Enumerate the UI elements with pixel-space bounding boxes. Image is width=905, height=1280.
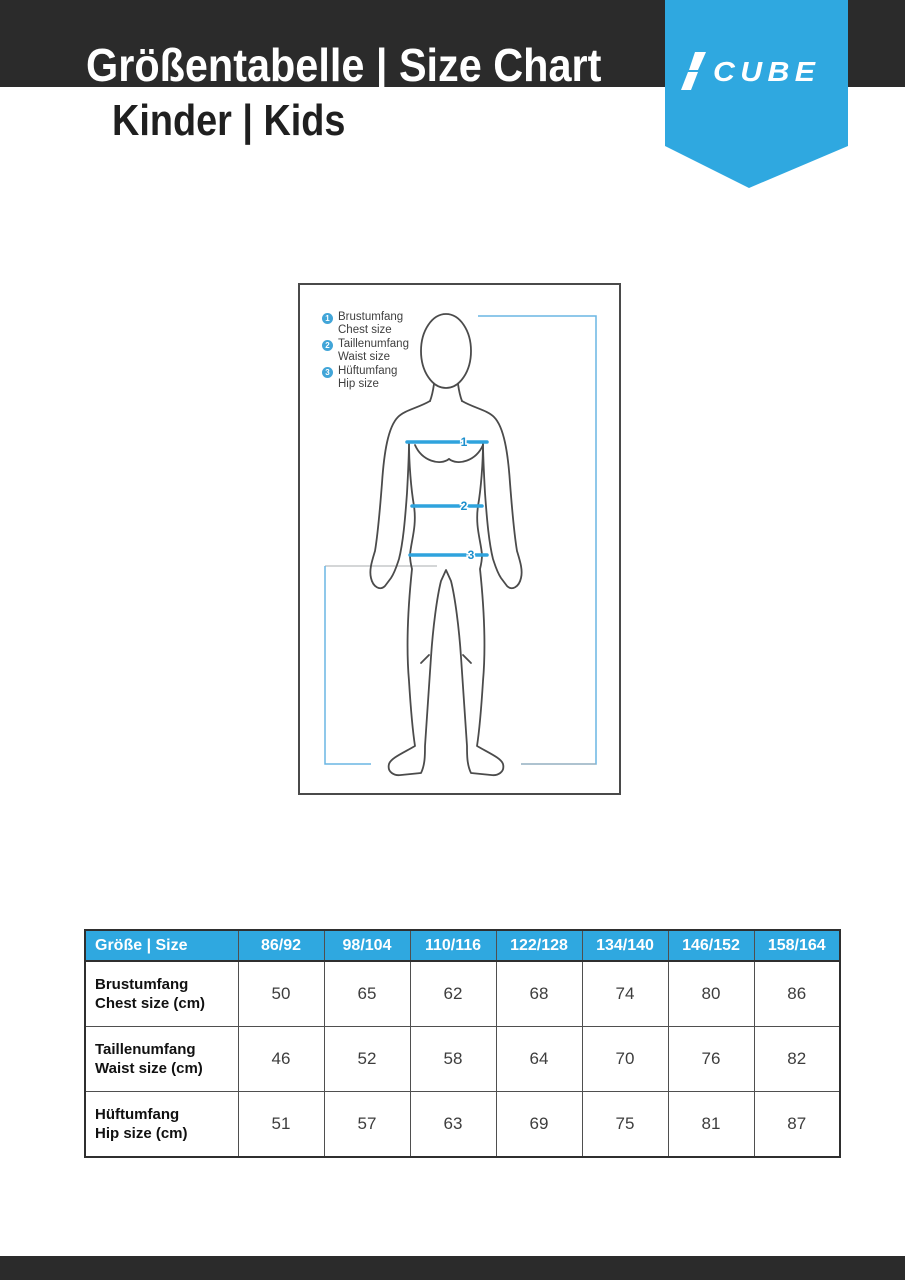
legend-chest-en: Chest size (338, 323, 392, 336)
value-cell: 64 (495, 1026, 583, 1092)
page-subtitle: Kinder | Kids (112, 96, 346, 145)
legend-chest-de: Brustumfang (338, 311, 404, 323)
table-row-hip: Hüftumfang Hip size (cm) 51 57 63 69 75 … (84, 1091, 841, 1158)
value-cell: 52 (323, 1026, 411, 1092)
value-cell: 57 (323, 1091, 411, 1158)
value-cell: 86 (753, 960, 841, 1027)
measurement-diagram: 1 2 3 1 Brustumfang Chest size 2 Taillen… (298, 283, 621, 795)
value-cell: 81 (667, 1091, 755, 1158)
cube-logo: CUBE (681, 52, 841, 92)
human-outline (369, 313, 523, 777)
size-header-cell: 98/104 (323, 929, 411, 962)
size-header-cell: 86/92 (237, 929, 325, 962)
value-cell: 51 (237, 1091, 325, 1158)
size-header-label: Größe | Size (84, 929, 239, 962)
chest-line-label: 1 (461, 435, 468, 449)
body-figure: 1 2 3 (324, 313, 597, 777)
value-cell: 75 (581, 1091, 669, 1158)
legend-waist-en: Waist size (338, 350, 390, 363)
size-header-cell: 146/152 (667, 929, 755, 962)
value-cell: 69 (495, 1091, 583, 1158)
size-table-header-row: Größe | Size 86/92 98/104 110/116 122/12… (84, 929, 841, 962)
value-cell: 63 (409, 1091, 497, 1158)
table-row-chest: Brustumfang Chest size (cm) 50 65 62 68 … (84, 960, 841, 1027)
measurement-legend: 1 Brustumfang Chest size 2 Taillenumfang… (322, 311, 409, 392)
value-cell: 82 (753, 1026, 841, 1092)
hip-line-label: 3 (468, 548, 475, 562)
legend-item-chest: 1 Brustumfang Chest size (322, 311, 409, 336)
legend-badge-3: 3 (322, 367, 333, 378)
page-title: Größentabelle | Size Chart (86, 39, 602, 91)
waist-line-label: 2 (461, 499, 468, 513)
row-label-chest: Brustumfang Chest size (cm) (84, 960, 239, 1027)
size-header-cell: 134/140 (581, 929, 669, 962)
legend-item-hip: 3 Hüftumfang Hip size (322, 365, 409, 390)
row-label-waist: Taillenumfang Waist size (cm) (84, 1026, 239, 1092)
value-cell: 74 (581, 960, 669, 1027)
legend-waist-de: Taillenumfang (338, 338, 409, 350)
value-cell: 50 (237, 960, 325, 1027)
height-bracket-left (324, 566, 371, 765)
value-cell: 46 (237, 1026, 325, 1092)
size-header-cell: 110/116 (409, 929, 497, 962)
footer-bar (0, 1256, 905, 1280)
table-row-waist: Taillenumfang Waist size (cm) 46 52 58 6… (84, 1026, 841, 1092)
row-label-hip: Hüftumfang Hip size (cm) (84, 1091, 239, 1158)
size-header-cell: 122/128 (495, 929, 583, 962)
value-cell: 76 (667, 1026, 755, 1092)
legend-item-waist: 2 Taillenumfang Waist size (322, 338, 409, 363)
brand-pennant: CUBE (665, 0, 848, 190)
measurement-lines (405, 440, 489, 557)
value-cell: 70 (581, 1026, 669, 1092)
height-bracket-right (478, 315, 597, 765)
cube-logo-text: CUBE (713, 56, 821, 87)
size-header-cell: 158/164 (753, 929, 841, 962)
legend-badge-1: 1 (322, 313, 333, 324)
legend-badge-2: 2 (322, 340, 333, 351)
cube-logo-icon (681, 52, 706, 90)
legend-hip-de: Hüftumfang (338, 365, 398, 377)
value-cell: 87 (753, 1091, 841, 1158)
pennant-shape (665, 0, 848, 188)
legend-hip-en: Hip size (338, 377, 379, 390)
value-cell: 68 (495, 960, 583, 1027)
value-cell: 58 (409, 1026, 497, 1092)
size-table: Größe | Size 86/92 98/104 110/116 122/12… (84, 929, 841, 1158)
value-cell: 80 (667, 960, 755, 1027)
value-cell: 62 (409, 960, 497, 1027)
value-cell: 65 (323, 960, 411, 1027)
